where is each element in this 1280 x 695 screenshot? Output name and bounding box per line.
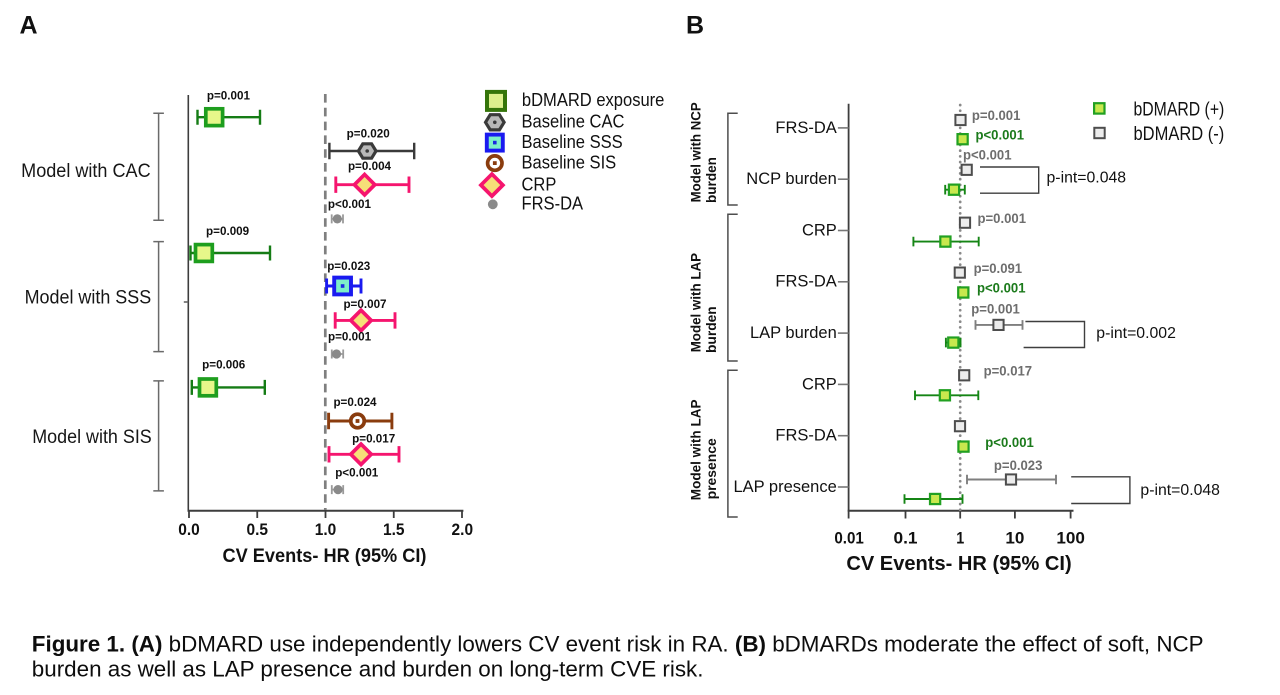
svg-text:100: 100 <box>1056 529 1085 548</box>
svg-text:Model with NCP: Model with NCP <box>688 102 703 202</box>
svg-text:0.1: 0.1 <box>894 529 918 548</box>
svg-text:FRS-DA: FRS-DA <box>775 427 836 445</box>
svg-text:bDMARD (+): bDMARD (+) <box>1134 99 1225 120</box>
svg-text:burden: burden <box>704 157 719 203</box>
svg-text:CV Events- HR (95% CI): CV Events- HR (95% CI) <box>223 546 427 567</box>
svg-text:p=0.024: p=0.024 <box>333 395 376 409</box>
svg-text:Figure 1. (A) bDMARD use indep: Figure 1. (A) bDMARD use independently l… <box>32 632 1204 657</box>
svg-text:burden as well as LAP presence: burden as well as LAP presence and burde… <box>32 656 704 681</box>
svg-text:p=0.023: p=0.023 <box>327 259 370 273</box>
svg-text:1.0: 1.0 <box>315 521 337 539</box>
svg-text:CRP: CRP <box>802 221 837 239</box>
svg-text:2.0: 2.0 <box>452 521 474 539</box>
svg-text:FRS-DA: FRS-DA <box>775 273 836 291</box>
svg-text:NCP burden: NCP burden <box>746 170 837 188</box>
svg-text:CRP: CRP <box>802 375 837 393</box>
svg-text:p<0.001: p<0.001 <box>985 434 1034 450</box>
svg-text:bDMARD exposure: bDMARD exposure <box>522 90 665 110</box>
svg-text:Baseline CAC: Baseline CAC <box>522 112 625 132</box>
svg-text:Model with SIS: Model with SIS <box>32 426 152 448</box>
svg-text:p=0.004: p=0.004 <box>348 159 391 173</box>
svg-text:p<0.001: p<0.001 <box>976 126 1025 142</box>
svg-text:0.01: 0.01 <box>834 529 864 548</box>
svg-text:10: 10 <box>1005 529 1024 548</box>
svg-text:A: A <box>20 12 38 40</box>
svg-text:B: B <box>686 12 704 40</box>
svg-text:0.0: 0.0 <box>178 521 200 539</box>
svg-text:p<0.001: p<0.001 <box>963 146 1012 162</box>
svg-text:bDMARD (-): bDMARD (-) <box>1134 124 1225 145</box>
svg-text:Model with CAC: Model with CAC <box>21 160 151 182</box>
svg-text:p-int=0.048: p-int=0.048 <box>1047 169 1127 186</box>
svg-text:LAP burden: LAP burden <box>750 324 837 342</box>
svg-text:FRS-DA: FRS-DA <box>775 119 836 137</box>
svg-text:p=0.001: p=0.001 <box>328 329 371 343</box>
svg-text:FRS-DA: FRS-DA <box>522 194 584 214</box>
svg-text:p=0.017: p=0.017 <box>984 363 1033 379</box>
svg-text:p<0.001: p<0.001 <box>335 465 378 479</box>
svg-text:1.5: 1.5 <box>383 521 405 539</box>
svg-text:p=0.023: p=0.023 <box>994 457 1043 473</box>
svg-text:p<0.001: p<0.001 <box>977 280 1026 296</box>
svg-text:Model with LAP: Model with LAP <box>688 253 703 352</box>
svg-text:presence: presence <box>704 438 719 500</box>
svg-text:Model with SSS: Model with SSS <box>25 287 152 309</box>
svg-text:p=0.001: p=0.001 <box>972 107 1021 123</box>
svg-text:p=0.001: p=0.001 <box>207 89 250 103</box>
svg-text:Baseline SIS: Baseline SIS <box>522 152 617 172</box>
svg-text:p-int=0.048: p-int=0.048 <box>1140 482 1220 499</box>
svg-text:LAP presence: LAP presence <box>733 478 836 496</box>
svg-text:burden: burden <box>704 306 719 353</box>
svg-text:p<0.001: p<0.001 <box>328 197 371 211</box>
svg-text:p=0.001: p=0.001 <box>978 210 1027 226</box>
svg-text:CV Events- HR (95% CI): CV Events- HR (95% CI) <box>846 552 1071 575</box>
svg-text:p=0.007: p=0.007 <box>343 297 386 311</box>
svg-text:p-int=0.002: p-int=0.002 <box>1096 325 1176 342</box>
svg-text:Model with LAP: Model with LAP <box>688 400 703 501</box>
svg-text:p=0.091: p=0.091 <box>974 260 1023 276</box>
svg-text:0.5: 0.5 <box>247 521 269 539</box>
svg-text:1: 1 <box>956 529 964 548</box>
svg-text:p=0.009: p=0.009 <box>206 224 249 238</box>
svg-text:p=0.006: p=0.006 <box>202 357 245 371</box>
svg-text:Baseline SSS: Baseline SSS <box>522 132 623 152</box>
svg-text:p=0.017: p=0.017 <box>352 432 395 446</box>
svg-text:p=0.020: p=0.020 <box>347 126 390 140</box>
svg-text:CRP: CRP <box>522 174 557 194</box>
svg-text:p=0.001: p=0.001 <box>971 301 1020 317</box>
